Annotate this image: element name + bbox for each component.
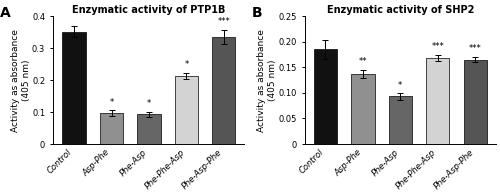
Text: A: A [0,6,11,20]
Bar [464,60,487,144]
Text: B: B [252,6,262,20]
Bar [100,113,123,144]
Text: **: ** [358,57,367,66]
Title: Enzymatic activity of SHP2: Enzymatic activity of SHP2 [326,5,474,15]
Text: *: * [110,98,114,107]
Bar [212,37,236,144]
Text: *: * [398,81,402,90]
Bar [138,114,160,144]
Bar [388,97,412,144]
Bar [175,76,198,144]
Text: *: * [184,60,188,69]
Bar [62,32,86,144]
Title: Enzymatic activity of PTP1B: Enzymatic activity of PTP1B [72,5,226,15]
Y-axis label: Activity as absorbance
(405 nm): Activity as absorbance (405 nm) [258,29,277,132]
Text: ***: *** [218,17,230,26]
Y-axis label: Activity as absorbance
(405 nm): Activity as absorbance (405 nm) [11,29,30,132]
Bar [314,49,337,144]
Bar [352,74,374,144]
Text: ***: *** [432,42,444,51]
Text: ***: *** [469,44,482,53]
Bar [426,58,450,144]
Text: *: * [147,99,151,108]
